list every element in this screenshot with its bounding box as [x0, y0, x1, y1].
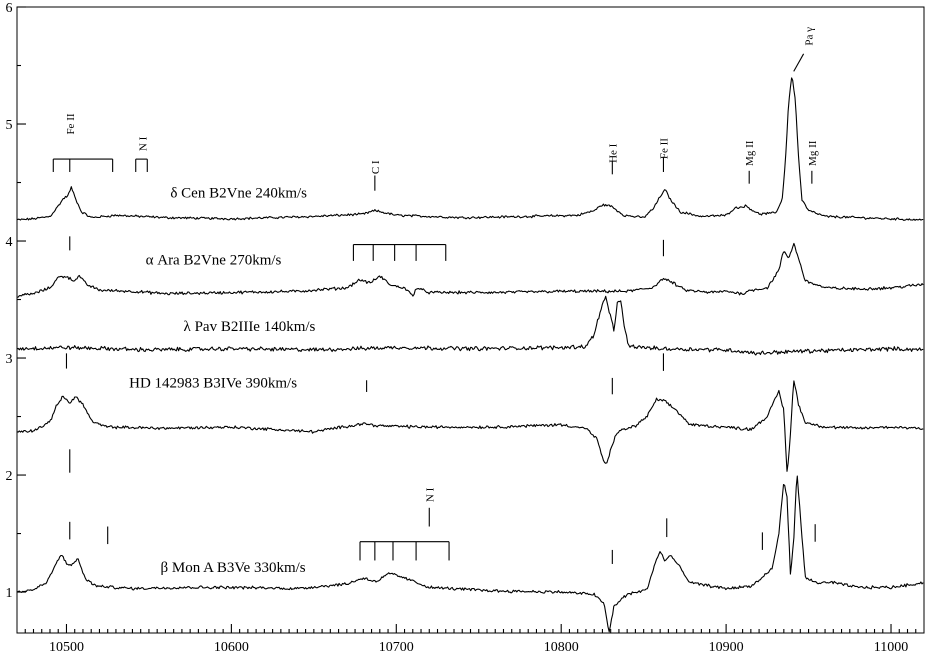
marker-group	[52, 53, 816, 564]
spectrum-0	[16, 77, 924, 221]
star-label-4: β Mon A B3Ve 330km/s	[160, 560, 305, 576]
line-id-label-3: He I	[607, 143, 619, 163]
line-id-label-2: C I	[370, 160, 382, 174]
x-tick-label-4: 10900	[709, 640, 744, 655]
y-tick-label-2: 3	[6, 352, 13, 367]
x-tick-label-2: 10700	[379, 640, 414, 655]
line-id-label-8: N I	[424, 487, 436, 502]
line-id-label-7: Pa γ	[804, 27, 816, 46]
y-tick-label-3: 4	[6, 235, 13, 250]
x-tick-label-0: 10500	[49, 640, 84, 655]
star-label-1: α Ara B2Vne 270km/s	[146, 252, 282, 268]
y-tick-label-0: 1	[6, 586, 13, 601]
pointer-pagamma	[793, 53, 805, 72]
spectrum-3	[16, 380, 924, 472]
x-tick-label-3: 10800	[544, 640, 579, 655]
star-label-0: δ Cen B2Vne 240km/s	[170, 186, 307, 202]
star-label-3: HD 142983 B3IVe 390km/s	[129, 375, 297, 391]
x-tick-label-1: 10600	[214, 640, 249, 655]
line-id-label-6: Mg II	[807, 140, 819, 166]
line-id-label-1: N I	[137, 136, 149, 151]
line-id-label-0: Fe II	[65, 113, 77, 134]
axes-group: 10500 10600 10700 10800 10900 11000 1 2 3 4 5 6	[6, 1, 925, 655]
label-group: δ Cen B2Vne 240km/s α Ara B2Vne 270km/s λ …	[65, 27, 819, 576]
spectra-group	[16, 77, 924, 633]
y-tick-label-1: 2	[6, 469, 13, 484]
y-tick-label-4: 5	[6, 118, 13, 133]
line-id-label-4: Fe II	[658, 138, 670, 159]
line-id-label-5: Mg II	[744, 140, 756, 166]
star-label-2: λ Pav B2IIIe 140km/s	[184, 319, 316, 335]
y-tick-label-5: 6	[6, 1, 13, 16]
x-tick-label-5: 11000	[874, 640, 908, 655]
spectrum-1	[16, 242, 924, 298]
spectrum-2	[16, 295, 924, 356]
plot-frame	[16, 6, 925, 634]
spectrum-4	[16, 475, 924, 633]
